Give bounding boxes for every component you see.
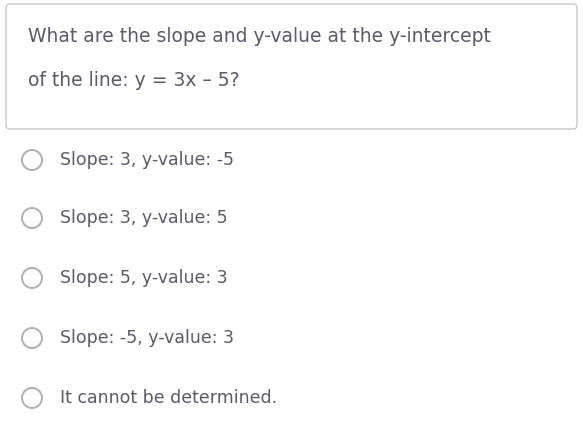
- Text: Slope: 3, y-value: 5: Slope: 3, y-value: 5: [60, 209, 227, 227]
- Text: of the line: y = 3x – 5?: of the line: y = 3x – 5?: [28, 71, 240, 90]
- Text: Slope: 5, y-value: 3: Slope: 5, y-value: 3: [60, 269, 227, 287]
- Text: Slope: -5, y-value: 3: Slope: -5, y-value: 3: [60, 329, 234, 347]
- FancyBboxPatch shape: [6, 4, 577, 129]
- Text: It cannot be determined.: It cannot be determined.: [60, 389, 277, 407]
- Text: What are the slope and y-value at the y-intercept: What are the slope and y-value at the y-…: [28, 26, 491, 45]
- Text: Slope: 3, y-value: -5: Slope: 3, y-value: -5: [60, 151, 234, 169]
